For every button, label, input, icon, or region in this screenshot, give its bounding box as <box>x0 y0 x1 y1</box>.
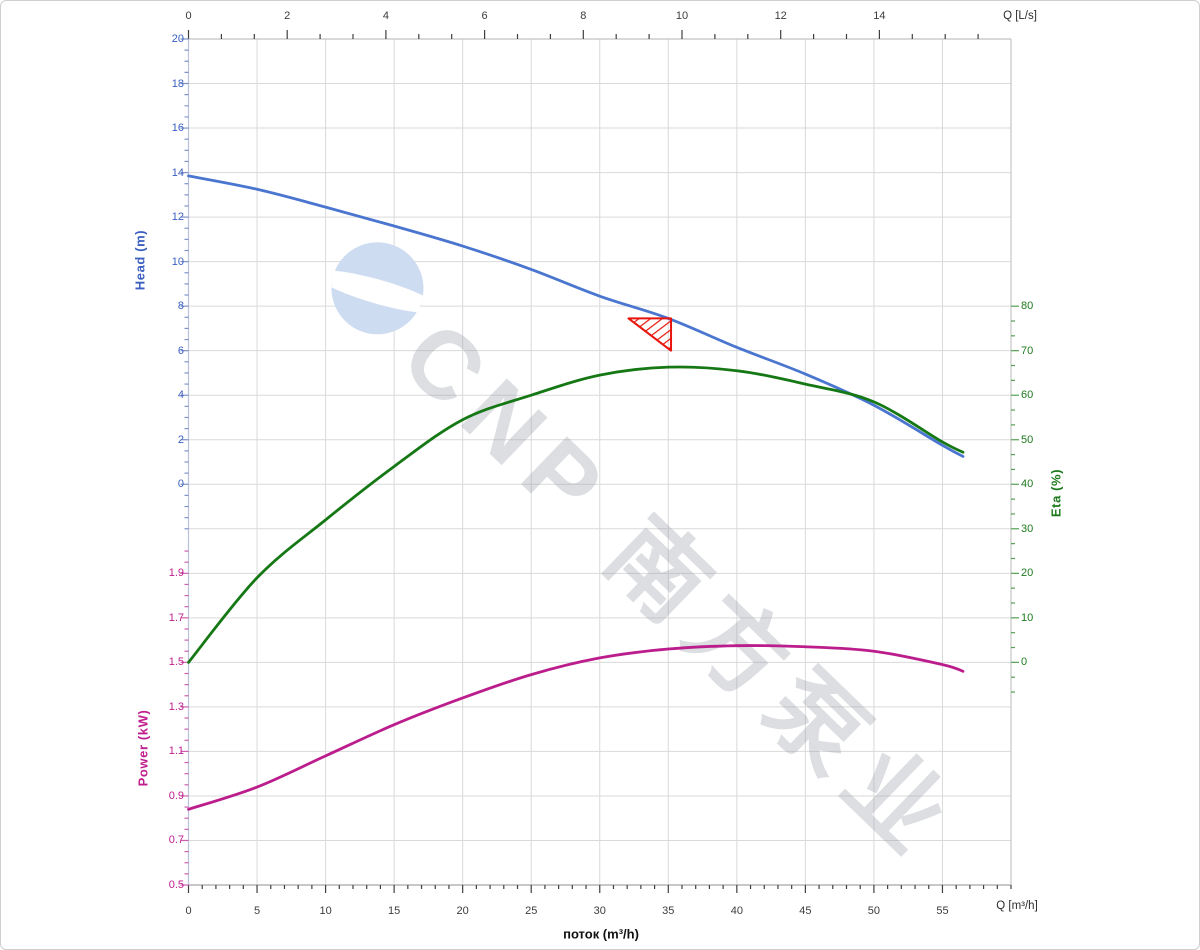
top-axis-title: Q [L/s] <box>1003 10 1037 22</box>
head-axis-title: Head (m) <box>132 229 148 291</box>
bottom-axis-unit-title: Q [m³/h] <box>996 900 1038 912</box>
power-axis-title: Power (kW) <box>135 709 151 787</box>
eta-axis-title: Eta (%) <box>1048 468 1064 518</box>
duty-point-marker <box>627 317 673 352</box>
flow-axis-title: поток (m³/h) <box>563 926 639 942</box>
head-curve <box>187 174 965 458</box>
eta-curve <box>187 365 965 664</box>
power-curve <box>187 644 965 811</box>
